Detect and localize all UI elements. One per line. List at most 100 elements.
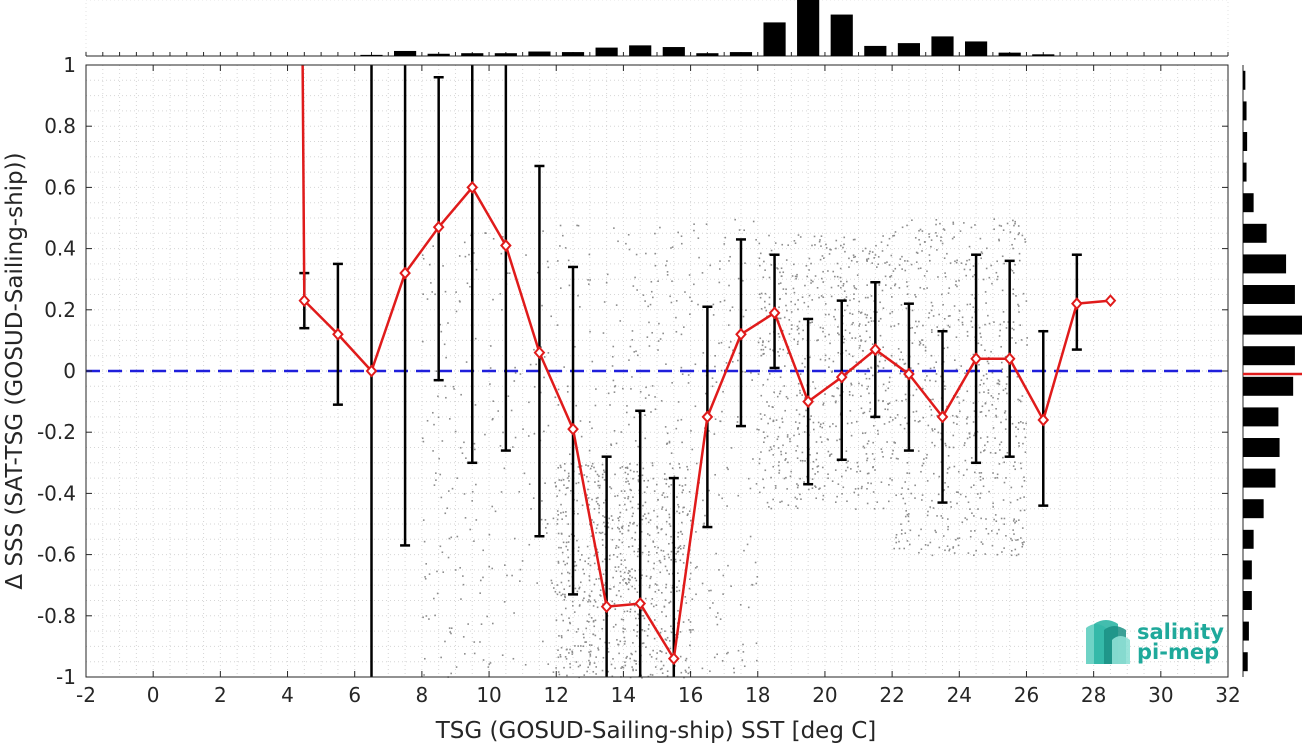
scatter-point (814, 387, 817, 390)
scatter-point (992, 502, 994, 505)
scatter-point (731, 360, 734, 363)
scatter-point (719, 300, 722, 303)
scatter-point (741, 370, 744, 373)
scatter-point (596, 473, 599, 476)
scatter-point (770, 507, 773, 510)
scatter-point (513, 537, 516, 540)
scatter-point (779, 501, 781, 503)
scatter-point (818, 488, 820, 490)
scatter-point (968, 258, 971, 261)
scatter-point (799, 236, 802, 238)
scatter-point (577, 512, 579, 515)
scatter-point (552, 671, 555, 673)
scatter-point (1013, 518, 1016, 520)
scatter-point (804, 366, 806, 368)
scatter-point (838, 438, 841, 441)
scatter-point (970, 486, 973, 489)
scatter-point (874, 254, 877, 256)
scatter-point (779, 390, 782, 393)
scatter-point (677, 401, 680, 403)
scatter-point (738, 352, 741, 355)
scatter-point (763, 441, 765, 444)
scatter-point (479, 641, 481, 643)
scatter-point (689, 572, 692, 575)
scatter-point (808, 269, 810, 271)
scatter-point (552, 517, 555, 520)
scatter-point (906, 422, 909, 425)
scatter-point (992, 472, 994, 474)
scatter-point (596, 606, 599, 609)
scatter-point (592, 605, 595, 607)
scatter-point (1012, 247, 1014, 250)
scatter-point (756, 428, 758, 431)
scatter-point (647, 521, 650, 524)
scatter-point (772, 419, 775, 422)
top-histogram-bar (595, 47, 618, 56)
scatter-point (906, 260, 909, 262)
scatter-point (585, 627, 588, 630)
scatter-point (561, 234, 564, 237)
scatter-point (551, 582, 553, 584)
scatter-point (665, 509, 667, 512)
scatter-point (904, 417, 906, 419)
scatter-point (998, 380, 1001, 383)
scatter-point (862, 412, 864, 415)
scatter-point (1014, 222, 1016, 225)
scatter-point (1012, 520, 1015, 522)
scatter-point (876, 429, 879, 432)
scatter-point (588, 644, 591, 646)
scatter-point (647, 554, 650, 556)
scatter-point (559, 287, 562, 289)
scatter-point (575, 404, 578, 407)
scatter-point (462, 636, 465, 638)
scatter-point (929, 506, 932, 508)
scatter-point (513, 380, 516, 382)
scatter-point (794, 496, 797, 499)
right-histogram-bar (1243, 438, 1280, 457)
scatter-point (836, 262, 839, 265)
scatter-point (884, 389, 887, 392)
scatter-point (877, 256, 880, 258)
scatter-point (570, 489, 572, 492)
scatter-point (956, 285, 958, 288)
scatter-point (578, 605, 581, 607)
scatter-point (852, 368, 855, 370)
scatter-point (612, 379, 615, 382)
scatter-point (603, 521, 605, 524)
scatter-point (565, 648, 568, 651)
scatter-point (625, 411, 628, 414)
top-histogram-bar (662, 47, 685, 56)
scatter-point (641, 609, 643, 612)
scatter-point (880, 481, 883, 483)
scatter-point (636, 624, 639, 627)
scatter-point (819, 358, 822, 361)
scatter-point (679, 548, 682, 550)
scatter-point (682, 547, 685, 549)
scatter-point (895, 362, 898, 365)
scatter-point (773, 391, 775, 394)
scatter-point (522, 428, 524, 430)
scatter-point (575, 564, 578, 567)
scatter-point (996, 278, 998, 281)
scatter-point (863, 411, 866, 414)
scatter-point (555, 619, 558, 621)
scatter-point (733, 671, 736, 674)
scatter-point (794, 303, 796, 306)
scatter-point (763, 300, 766, 303)
scatter-point (854, 255, 857, 258)
scatter-point (1000, 441, 1003, 443)
scatter-point (448, 418, 451, 420)
scatter-point (884, 262, 886, 264)
scatter-point (512, 657, 515, 660)
scatter-point (882, 307, 885, 310)
scatter-point (963, 222, 965, 224)
scatter-point (887, 402, 889, 405)
scatter-point (623, 571, 626, 574)
scatter-point (659, 561, 662, 564)
right-histogram-bar (1243, 193, 1254, 213)
scatter-point (519, 580, 521, 582)
scatter-point (909, 543, 911, 546)
scatter-point (421, 437, 424, 440)
scatter-point (671, 542, 674, 544)
scatter-point (774, 485, 777, 487)
